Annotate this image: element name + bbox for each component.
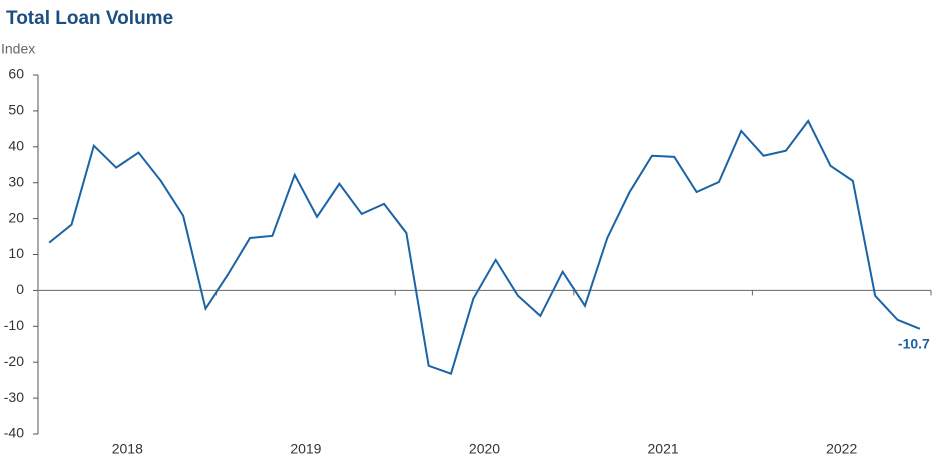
line — [48, 119, 921, 375]
end-label: -10.7 — [898, 336, 930, 352]
y-tick-label: 30 — [8, 173, 24, 189]
y-tick-label: 10 — [8, 245, 24, 261]
x-tick-label: 2022 — [826, 441, 857, 457]
y-tick-label: 0 — [16, 281, 24, 297]
x-tick-label: 2020 — [469, 441, 500, 457]
x-tick-label: 2019 — [290, 441, 321, 457]
y-tick-label: -10 — [4, 317, 24, 333]
y-tick-label: 50 — [8, 102, 24, 118]
y-tick-label: -30 — [4, 389, 24, 405]
y-tick-label: -20 — [4, 353, 24, 369]
y-tick-label: -40 — [4, 425, 24, 441]
chart-title: Total Loan Volume — [6, 8, 173, 29]
y-tick-label: 40 — [8, 138, 24, 154]
x-tick-label: 2021 — [648, 441, 679, 457]
x-tick-label: 2018 — [112, 441, 143, 457]
y-tick-label: 20 — [8, 209, 24, 225]
y-axis-label: Index — [1, 41, 35, 57]
y-tick-label: 60 — [8, 66, 24, 82]
